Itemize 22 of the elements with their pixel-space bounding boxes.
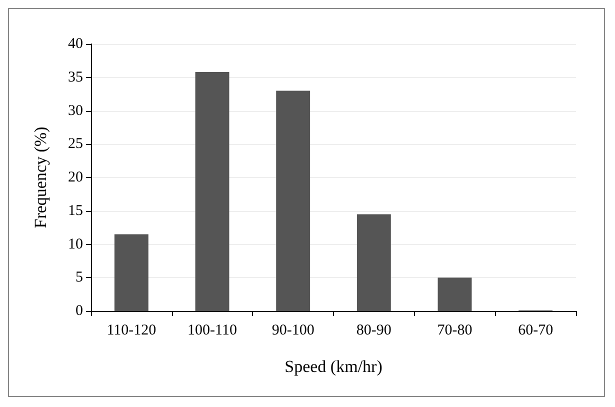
bar — [438, 278, 472, 311]
y-tick-label: 0 — [76, 303, 83, 319]
bar — [356, 214, 391, 311]
y-tick-label: 40 — [68, 36, 83, 52]
bar — [114, 234, 148, 311]
y-tick-label: 5 — [76, 270, 83, 286]
y-tick-label: 30 — [68, 102, 83, 119]
bar — [195, 72, 230, 311]
x-tick-label: 60-70 — [518, 322, 554, 338]
x-tick-label: 90-100 — [272, 322, 314, 338]
y-tick-label: 25 — [68, 136, 83, 152]
bar — [276, 90, 310, 311]
y-axis-title: Frequency (%) — [31, 126, 50, 228]
y-tick-label: 35 — [68, 69, 83, 86]
x-tick-label: 80-90 — [356, 322, 392, 338]
x-tick-label: 110-120 — [106, 322, 156, 338]
y-tick-label: 15 — [68, 202, 83, 219]
x-tick-label: 100-110 — [188, 322, 237, 338]
x-axis-title: Speed (km/hr) — [284, 357, 382, 376]
x-tick-label: 70-80 — [437, 322, 472, 338]
y-tick-label: 10 — [68, 236, 83, 252]
y-tick-label: 20 — [68, 170, 83, 186]
